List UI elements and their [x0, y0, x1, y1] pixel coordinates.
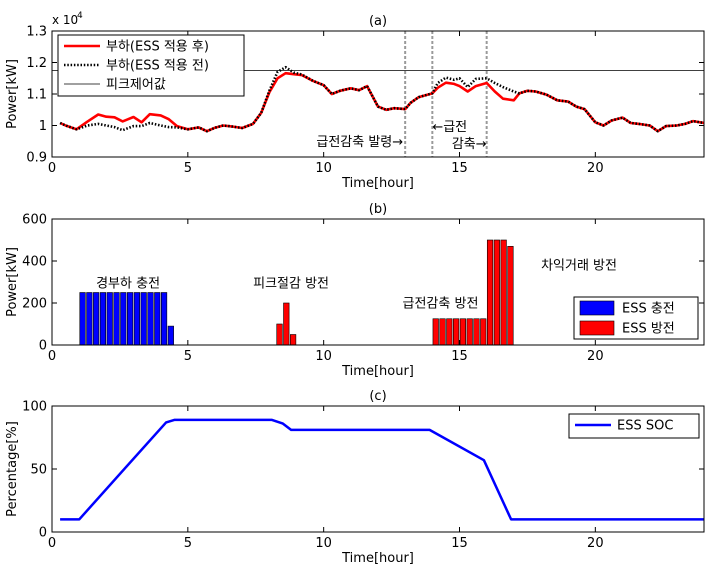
panel-label: (a) [369, 14, 387, 29]
x-tick-label: 5 [184, 536, 192, 551]
bar [160, 292, 168, 345]
y-axis-label: Power[kW] [5, 247, 20, 317]
annotation: 피크절감 방전 [253, 277, 329, 292]
y-tick-label: 400 [22, 255, 47, 270]
bar [79, 292, 86, 345]
series-line [59, 65, 704, 133]
x-tick-label: 5 [184, 349, 192, 364]
bar [154, 292, 161, 345]
data-layer [60, 418, 704, 521]
axes-frame [51, 218, 705, 346]
x-tick-label: 15 [451, 161, 468, 176]
x-tick-label: 10 [315, 349, 332, 364]
panel-label: (b) [369, 202, 387, 217]
bar [466, 318, 473, 345]
legend-label: 피크제어값 [106, 78, 166, 93]
annotation: 경부하 충전 [96, 277, 160, 292]
legend-label: 부하(ESS 적용 전) [106, 59, 209, 74]
bar [473, 318, 480, 345]
y-tick-label: 200 [22, 297, 47, 312]
bar [106, 292, 113, 345]
x-tick-label: 20 [587, 536, 604, 551]
bar [486, 239, 494, 345]
legend: ESS SOC [568, 413, 700, 439]
x-tick-label: 0 [48, 536, 56, 551]
legend-box [568, 413, 700, 439]
x-tick-label: 20 [587, 161, 604, 176]
bar [147, 292, 154, 345]
y-exponent-label: x 10 [52, 13, 78, 27]
panel-label: (c) [369, 389, 386, 404]
bar [507, 246, 514, 345]
bar [493, 239, 500, 345]
series-line [59, 71, 704, 133]
bar [432, 318, 439, 345]
legend-label: ESS SOC [617, 419, 673, 434]
y-axis-label: Power[kW] [5, 59, 20, 129]
bar [283, 302, 290, 345]
x-tick-label: 0 [48, 349, 56, 364]
bar [127, 292, 134, 345]
y-tick-label: 0.9 [26, 151, 47, 166]
legend-label: 부하(ESS 적용 후) [106, 40, 209, 55]
y-tick-label: 1.3 [26, 25, 47, 40]
x-axis-label: Time[hour] [341, 551, 414, 566]
bar [459, 318, 466, 345]
bar [120, 292, 127, 345]
bar [446, 318, 453, 345]
x-tick-label: 15 [451, 536, 468, 551]
data-layer [52, 31, 704, 157]
y-tick-label: 100 [22, 400, 47, 415]
bar [290, 334, 297, 345]
bar [500, 239, 507, 345]
legend: ESS 충전 ESS 방전 [573, 296, 699, 340]
bar [133, 292, 140, 345]
y-tick-label: 50 [30, 463, 47, 478]
bar [86, 292, 93, 345]
data-layer [79, 239, 514, 345]
x-axis-label: Time[hour] [341, 176, 414, 191]
annotation: 차익거래 방전 [541, 259, 617, 274]
y-tick-label: 1 [39, 119, 47, 134]
series-line [60, 418, 704, 521]
x-axis-label: Time[hour] [341, 364, 414, 379]
bar [99, 292, 107, 345]
y-exponent-power: 4 [77, 11, 83, 21]
legend-label: ESS 충전 [622, 302, 675, 317]
annotation: 급전감축 방전 [403, 297, 479, 312]
legend-swatch [579, 320, 615, 336]
bar [439, 318, 446, 345]
x-tick-label: 10 [315, 536, 332, 551]
bar [453, 318, 460, 345]
y-tick-label: 0 [39, 526, 47, 541]
y-tick-label: 600 [22, 213, 47, 228]
y-axis-label: Percentage[%] [5, 421, 20, 517]
annotation: 급전감축 발령→ [316, 135, 403, 150]
annotation: 감축→ [452, 137, 487, 152]
y-tick-label: 0 [39, 339, 47, 354]
legend: 부하(ESS 적용 후) 부하(ESS 적용 전) 피크제어값 [57, 34, 245, 97]
annotation: ←급전 [432, 120, 467, 135]
legend-swatch [579, 300, 615, 316]
bar [140, 292, 147, 345]
x-tick-label: 15 [451, 349, 468, 364]
x-tick-label: 20 [587, 349, 604, 364]
x-tick-label: 0 [48, 161, 56, 176]
y-tick-label: 1.1 [26, 88, 47, 103]
bar [93, 292, 100, 345]
x-tick-label: 10 [315, 161, 332, 176]
bar [480, 318, 487, 345]
y-tick-label: 1.2 [26, 56, 47, 71]
bar [276, 323, 283, 345]
legend-label: ESS 방전 [622, 322, 675, 337]
x-tick-label: 5 [184, 161, 192, 176]
bar [167, 325, 174, 345]
bar [113, 292, 120, 345]
